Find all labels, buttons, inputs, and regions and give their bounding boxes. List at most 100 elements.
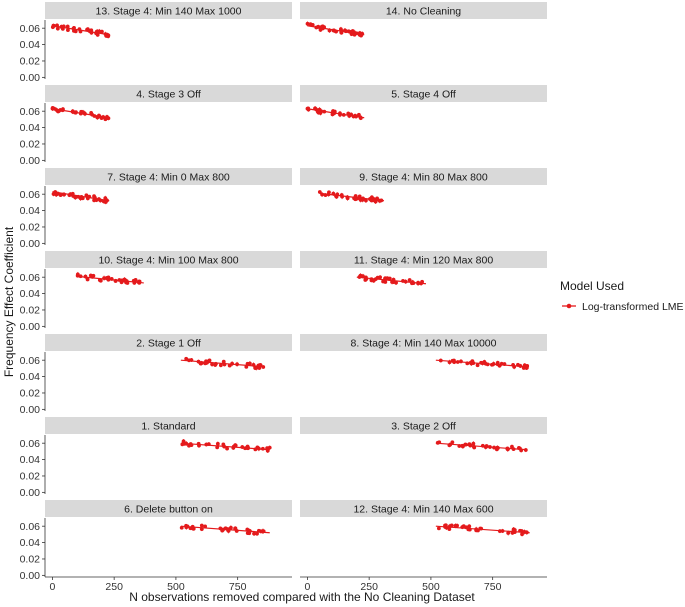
data-point [512, 365, 517, 369]
data-point [308, 22, 313, 27]
data-point [343, 29, 348, 34]
data-point [66, 28, 70, 32]
panel-strip [45, 334, 292, 351]
panel: 14. No Cleaning [300, 2, 547, 38]
data-point [187, 358, 191, 363]
data-point [482, 360, 487, 364]
data-point [78, 29, 83, 34]
panel: 13. Stage 4: Min 140 Max 1000 0.00 0.02 0.0… [20, 2, 292, 84]
data-point [484, 444, 489, 448]
panel-title: 6. Delete button on [124, 504, 213, 516]
data-point [492, 445, 496, 450]
data-point [136, 280, 141, 284]
data-point [338, 27, 343, 32]
data-point [227, 363, 232, 368]
data-point [472, 445, 477, 450]
data-point [436, 526, 441, 531]
data-point [500, 529, 505, 533]
data-point [317, 190, 322, 194]
data-point [470, 359, 475, 364]
panel-title: 1. Standard [141, 421, 195, 433]
y-tick-label: 0.04 [20, 371, 41, 383]
y-tick-label: 0.00 [20, 238, 41, 250]
data-point [61, 24, 66, 29]
data-point [502, 362, 507, 366]
data-point [196, 441, 201, 446]
data-point [215, 441, 220, 446]
data-point [218, 363, 223, 368]
data-point [233, 443, 238, 448]
data-point [443, 525, 447, 529]
x-tick-label: 750 [229, 581, 247, 593]
panel-strip [300, 334, 547, 351]
data-point [50, 105, 55, 110]
data-point [522, 530, 527, 534]
panel-strip [300, 417, 547, 434]
data-point [92, 194, 96, 199]
y-tick-label: 0.06 [20, 23, 41, 35]
data-point [479, 526, 484, 531]
data-point [50, 25, 55, 30]
data-point [438, 358, 443, 363]
data-point [357, 32, 362, 37]
data-point [220, 528, 225, 533]
data-point [184, 356, 189, 361]
panel: 2. Stage 1 Off 0.00 0.02 0.04 0.06 [20, 334, 292, 416]
y-tick-label: 0.00 [20, 404, 41, 416]
data-point [511, 447, 516, 452]
data-point [305, 106, 310, 111]
x-tick-label: 250 [105, 581, 123, 593]
data-point [375, 196, 380, 201]
data-point [56, 109, 61, 114]
data-point [364, 198, 368, 203]
data-point [254, 366, 259, 370]
data-point [55, 23, 59, 28]
data-point [447, 443, 452, 448]
x-tick-label: 0 [304, 581, 310, 593]
data-point [260, 446, 265, 451]
data-point [453, 523, 458, 528]
data-point [226, 528, 231, 533]
data-point [314, 25, 319, 30]
data-point [81, 110, 85, 115]
data-point [390, 280, 394, 284]
panel-title: 13. Stage 4: Min 140 Max 1000 [96, 6, 242, 18]
data-point [133, 277, 138, 282]
data-point [455, 360, 460, 364]
x-tick-label: 500 [167, 581, 185, 593]
y-tick-label: 0.02 [20, 222, 41, 234]
panel-title: 12. Stage 4: Min 140 Max 600 [353, 504, 493, 516]
data-point [447, 527, 452, 531]
y-tick-label: 0.02 [20, 554, 41, 566]
y-tick-label: 0.02 [20, 471, 41, 483]
data-point [447, 360, 452, 365]
legend-key-point [566, 303, 572, 309]
data-point [460, 444, 465, 449]
panel-title: 8. Stage 4: Min 140 Max 10000 [351, 338, 497, 350]
data-point [244, 364, 249, 369]
data-point [420, 279, 425, 284]
panel: 12. Stage 4: Min 140 Max 600 0 250 500 750 [300, 500, 547, 593]
data-point [485, 362, 490, 367]
data-point [313, 106, 317, 111]
y-tick-label: 0.06 [20, 189, 41, 201]
data-point [203, 524, 208, 529]
data-point [387, 276, 392, 281]
data-point [100, 29, 104, 34]
data-point [353, 113, 358, 118]
y-tick-label: 0.04 [20, 122, 41, 134]
data-point [465, 361, 470, 366]
panel-strip [45, 168, 292, 185]
data-point [221, 442, 226, 447]
data-point [318, 28, 323, 32]
data-point [416, 281, 421, 286]
data-point [370, 198, 375, 203]
panel-strip [300, 85, 547, 102]
data-point [452, 360, 457, 365]
data-point [488, 445, 492, 449]
data-point [256, 528, 261, 533]
data-point [97, 278, 102, 282]
data-point [233, 526, 238, 531]
panel: 7. Stage 4: Min 0 Max 800 0.00 0.02 0.04 0.0… [20, 168, 292, 250]
data-point [347, 29, 352, 34]
